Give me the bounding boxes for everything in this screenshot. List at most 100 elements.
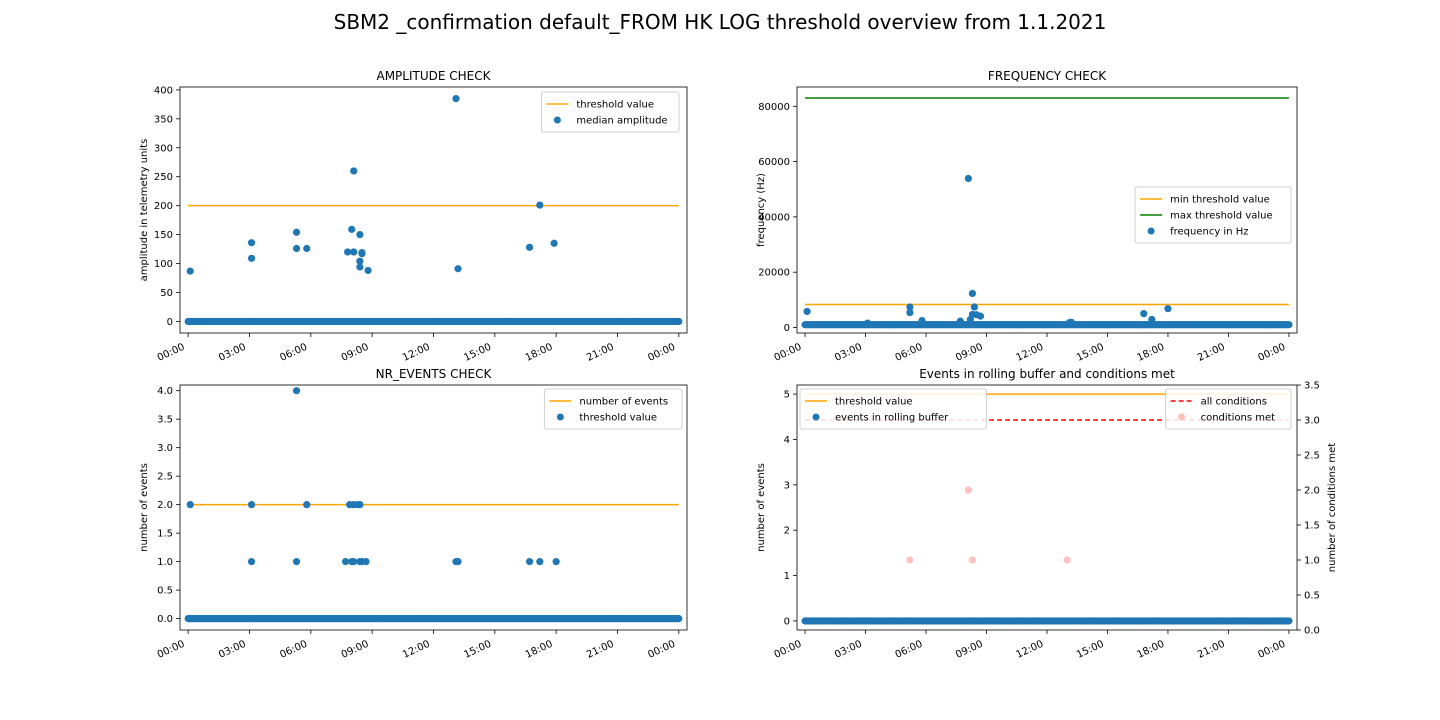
y-right-tick-label: 3.5 (1304, 381, 1320, 392)
x-tick-label: 18:00 (524, 342, 555, 364)
data-point (525, 558, 534, 566)
legend-marker (812, 413, 820, 421)
data-point (906, 303, 914, 311)
y-tick-label: 250 (154, 172, 173, 183)
x-tick-label: 12:00 (1015, 342, 1046, 364)
y-axis-label: amplitude in telemetry units (139, 139, 150, 282)
x-tick-label: 15:00 (462, 342, 493, 364)
data-point (863, 319, 872, 327)
legend-label: all conditions (1201, 397, 1267, 408)
y-tick-label: 0 (167, 317, 173, 328)
legend-label: median amplitude (576, 116, 667, 127)
data-point (292, 387, 301, 395)
y-tick-label: 4.0 (157, 386, 173, 397)
data-point (186, 501, 194, 509)
y-right-tick-label: 2.0 (1304, 486, 1320, 497)
legend-label: number of events (579, 397, 668, 408)
x-tick-label: 12:00 (401, 639, 432, 661)
y-right-axis-label: number of conditions met (1327, 443, 1338, 573)
legend-left: threshold value events in rolling buffer (799, 388, 987, 430)
y-tick-label: 20000 (758, 268, 790, 279)
x-tick-label: 09:00 (954, 639, 985, 661)
x-tick-label: 09:00 (340, 639, 371, 661)
data-point (247, 501, 256, 509)
subplot-title: AMPLITUDE CHECK (376, 69, 491, 83)
y-tick-label: 60000 (758, 157, 790, 168)
x-tick-label: 03:00 (217, 639, 248, 661)
data-point (454, 558, 462, 566)
y-tick-label: 80000 (758, 102, 790, 113)
y-tick-label: 4 (784, 435, 790, 446)
x-tick-label: 03:00 (217, 342, 248, 364)
x-tick-label: 06:00 (278, 342, 309, 364)
y-tick-label: 150 (154, 230, 173, 241)
axes-frame (796, 86, 1298, 334)
data-point (1140, 310, 1148, 318)
y-right-tick-label: 1.5 (1304, 521, 1320, 532)
data-point (303, 501, 311, 509)
y-right-tick-label: 3.0 (1304, 416, 1320, 427)
legend-right: all conditions conditions met (1165, 388, 1292, 430)
y-tick-label: 0.0 (157, 614, 173, 625)
data-point (350, 558, 358, 566)
x-tick-label: 00:00 (773, 342, 804, 364)
data-point (350, 248, 358, 256)
x-tick-label: 21:00 (1196, 639, 1227, 661)
legend-label: conditions met (1201, 413, 1276, 424)
series-points-3 (906, 486, 1071, 564)
y-tick-label: 300 (154, 143, 173, 154)
x-tick-label: 12:00 (401, 342, 432, 364)
data-point (536, 201, 544, 209)
x-tick-label: 15:00 (462, 639, 493, 661)
legend-marker (1147, 227, 1155, 235)
y-tick-label: 100 (154, 259, 173, 270)
data-point (552, 558, 560, 566)
x-tick-label: 00:00 (773, 639, 804, 661)
data-point (906, 556, 914, 564)
y-axis-label: number of events (756, 463, 767, 552)
legend: number of events threshold value (543, 388, 683, 430)
data-point (341, 558, 350, 566)
data-point (536, 558, 544, 566)
axes-frame (796, 384, 1298, 631)
subplot-3: NR_EVENTS CHECK number of events 0.0 0.5 1.0… (139, 367, 688, 661)
data-point (550, 239, 558, 247)
y-tick-label: 2.5 (157, 472, 173, 483)
x-tick-label: 00:00 (1256, 639, 1287, 661)
legend-label: events in rolling buffer (835, 413, 949, 424)
legend-label: frequency in Hz (1170, 227, 1248, 238)
baseline-point (675, 615, 683, 623)
data-point (964, 486, 972, 494)
data-point (803, 307, 811, 316)
x-tick-label: 21:00 (585, 639, 616, 661)
subplot-4: Events in rolling buffer and conditions … (756, 367, 1338, 661)
data-point (454, 265, 462, 273)
subplot-title: NR_EVENTS CHECK (376, 367, 493, 381)
series-points-2 (801, 174, 1293, 329)
baseline-point (1285, 617, 1293, 625)
x-tick-label: 15:00 (1075, 639, 1106, 661)
data-point (186, 267, 194, 275)
data-point (356, 257, 364, 265)
y-tick-label: 1.5 (157, 529, 173, 540)
data-point (918, 316, 926, 325)
plot-area (801, 393, 1293, 625)
x-tick-label: 18:00 (1136, 639, 1167, 661)
y-tick-label: 0 (784, 616, 790, 627)
data-point (292, 558, 301, 566)
x-tick-label: 09:00 (954, 342, 985, 364)
data-point (348, 225, 356, 233)
y-tick-label: 2 (784, 526, 790, 537)
y-tick-label: 40000 (758, 212, 790, 223)
axes-frame (179, 384, 688, 631)
y-right-tick-label: 1.0 (1304, 556, 1320, 567)
y-tick-label: 2.0 (157, 500, 173, 511)
baseline-point (1285, 321, 1293, 329)
legend-label: threshold value (835, 397, 913, 408)
data-point (303, 244, 311, 253)
data-point (970, 303, 979, 311)
x-tick-label: 03:00 (833, 639, 864, 661)
data-point (364, 266, 372, 275)
data-point (247, 254, 256, 262)
data-point (362, 558, 370, 566)
